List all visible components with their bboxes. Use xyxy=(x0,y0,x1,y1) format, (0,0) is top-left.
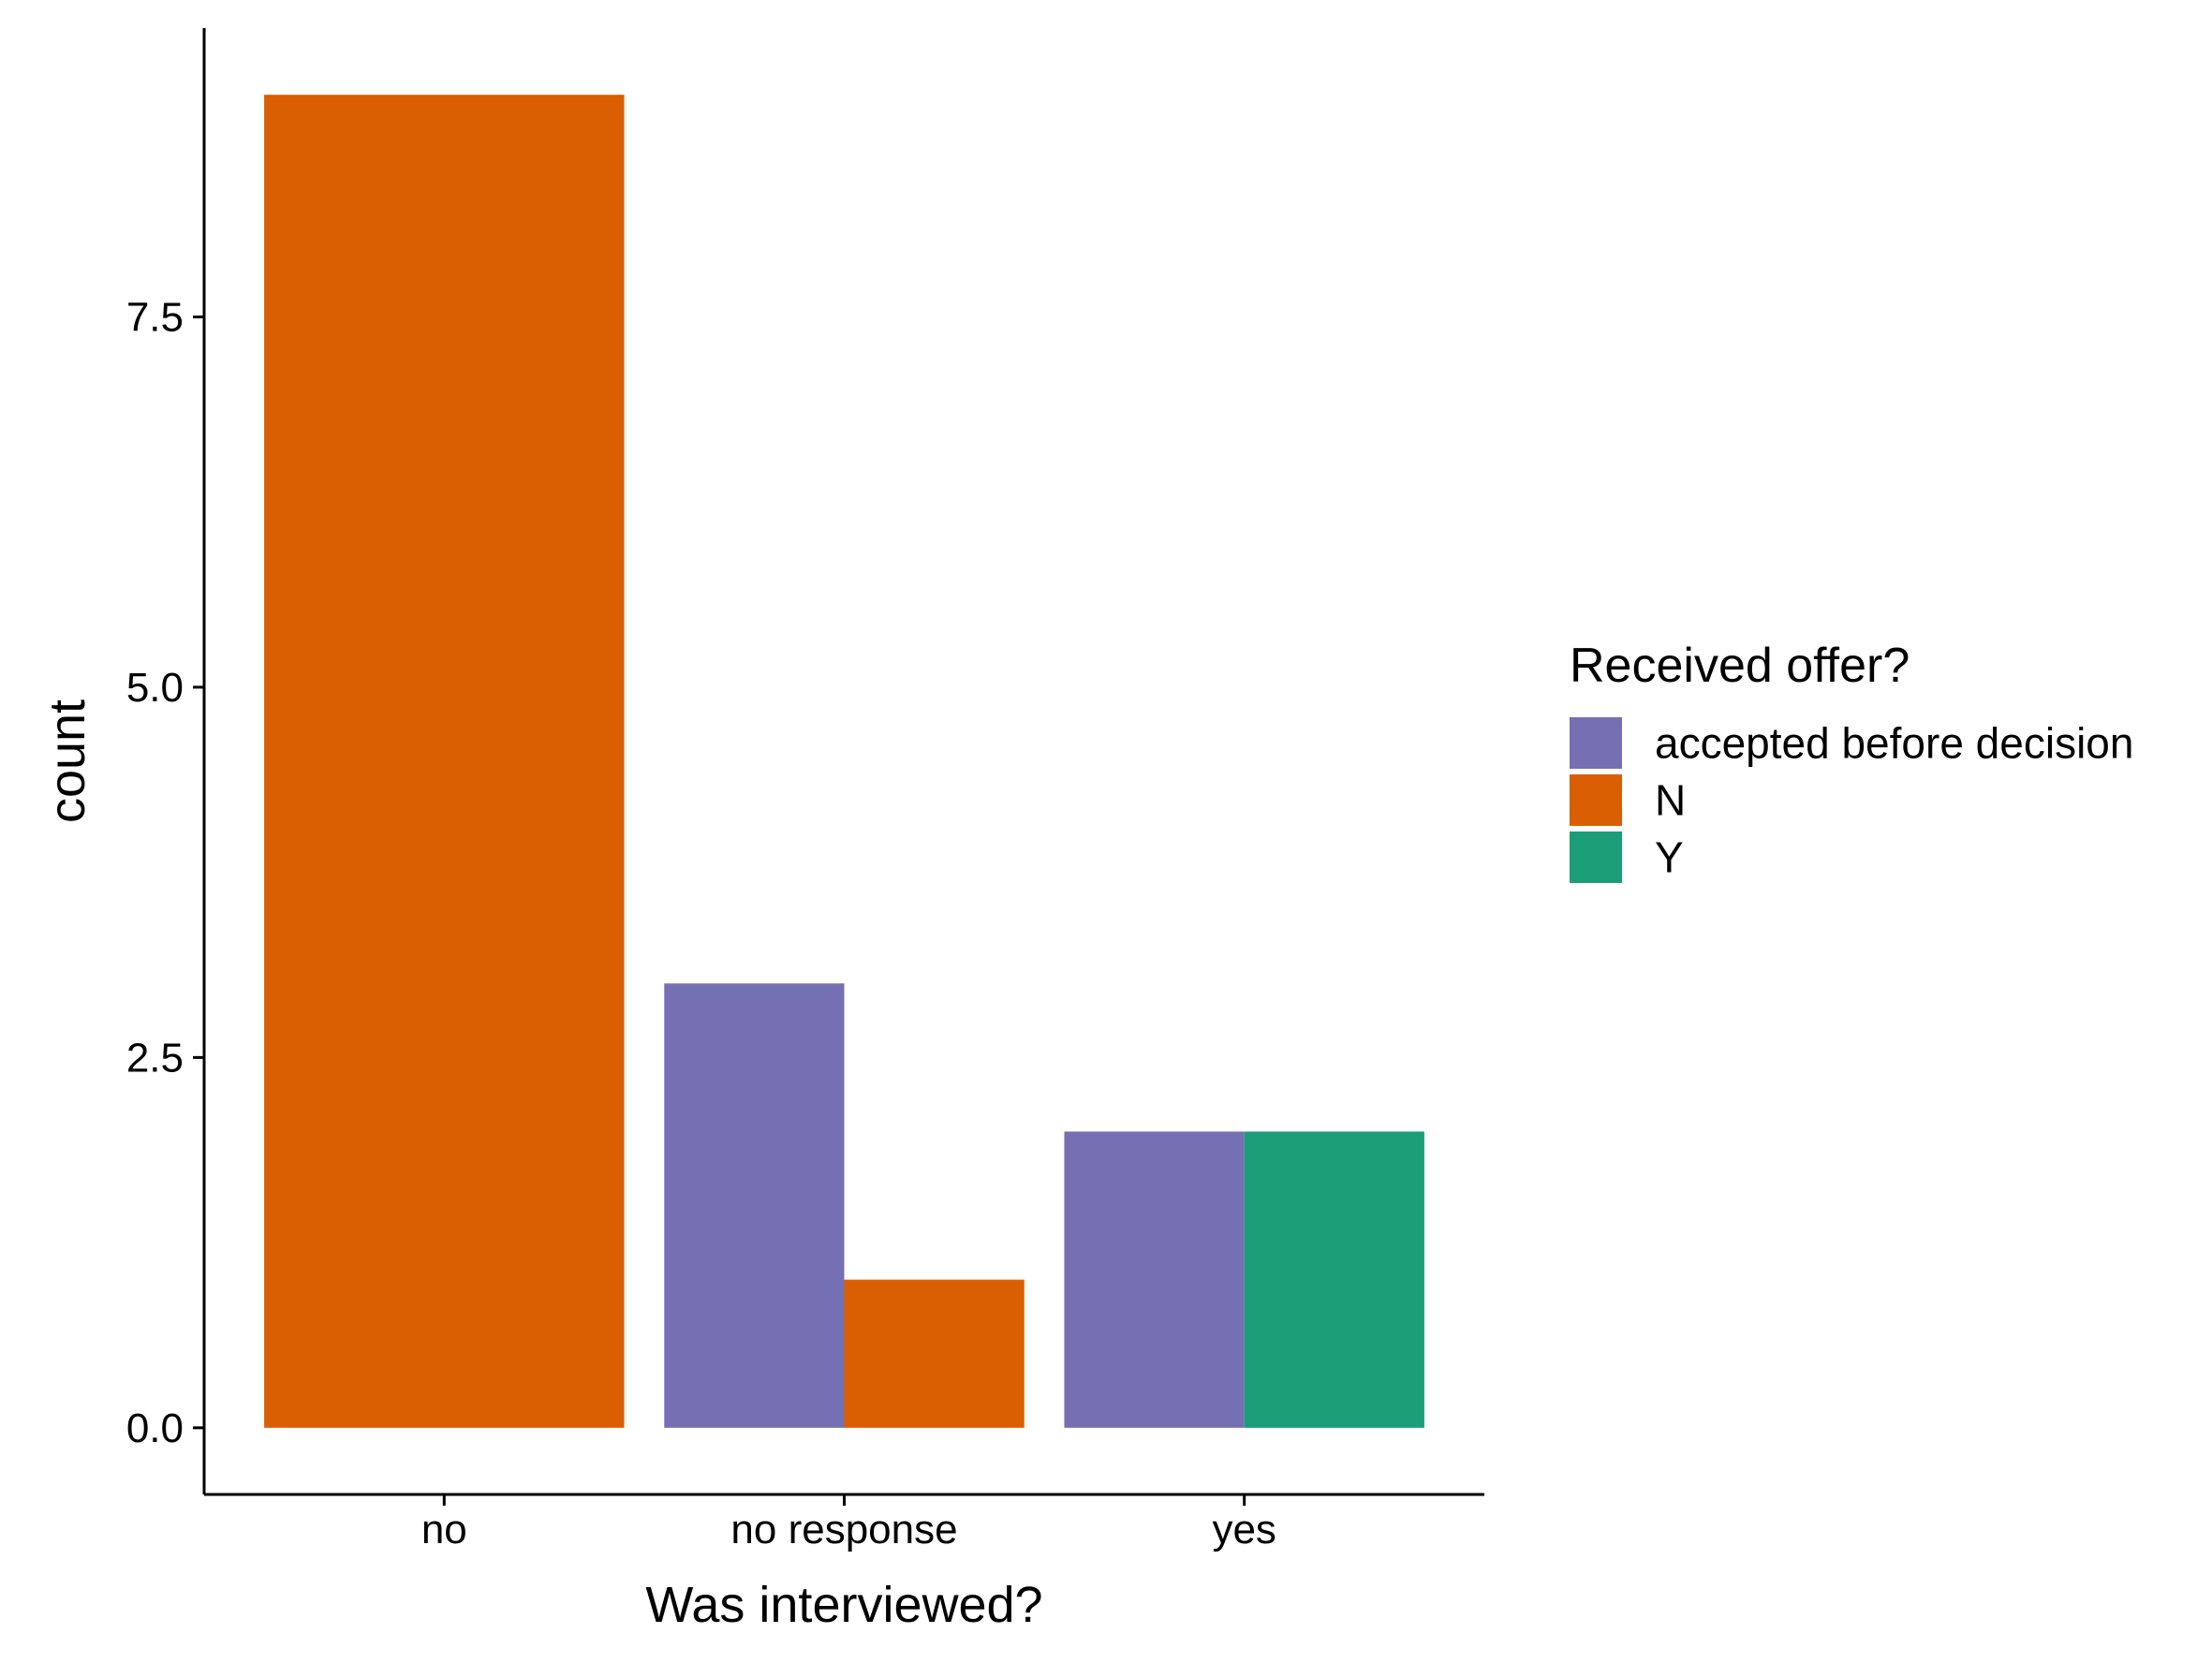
x-tick-label: no xyxy=(421,1507,467,1553)
legend-label-n: N xyxy=(1655,776,1686,825)
legend-label-accepted-before-decision: accepted before decision xyxy=(1655,719,2133,768)
legend: Received offer? accepted before decision… xyxy=(1570,639,2133,883)
legend-label-y: Y xyxy=(1655,833,1684,882)
x-axis-title: Was interviewed? xyxy=(645,1577,1042,1633)
y-axis-title: count xyxy=(39,699,96,823)
y-tick-label: 7.5 xyxy=(126,294,184,340)
bar-yes-accepted-before-decision xyxy=(1064,1131,1245,1428)
x-tick-label: yes xyxy=(1212,1507,1276,1553)
legend-key-y xyxy=(1570,832,1622,883)
legend-key-accepted-before-decision xyxy=(1570,717,1622,769)
y-tick-label: 0.0 xyxy=(126,1405,184,1451)
y-ticks: 0.0 2.5 5.0 7.5 xyxy=(126,294,204,1451)
bars-layer xyxy=(264,95,1424,1428)
legend-items: accepted before decision NY xyxy=(1570,717,2133,883)
bar-no-response-accepted-before-decision xyxy=(664,983,845,1428)
legend-key-n xyxy=(1570,774,1622,826)
bar-no-response-n xyxy=(844,1279,1025,1428)
y-tick-label: 2.5 xyxy=(126,1035,184,1081)
x-tick-label: no response xyxy=(730,1507,957,1553)
x-ticks: no no response yes xyxy=(421,1494,1276,1553)
legend-title: Received offer? xyxy=(1570,639,1910,693)
bar-yes-y xyxy=(1244,1131,1424,1428)
y-tick-label: 5.0 xyxy=(126,665,184,711)
bar-no-n xyxy=(264,95,625,1428)
